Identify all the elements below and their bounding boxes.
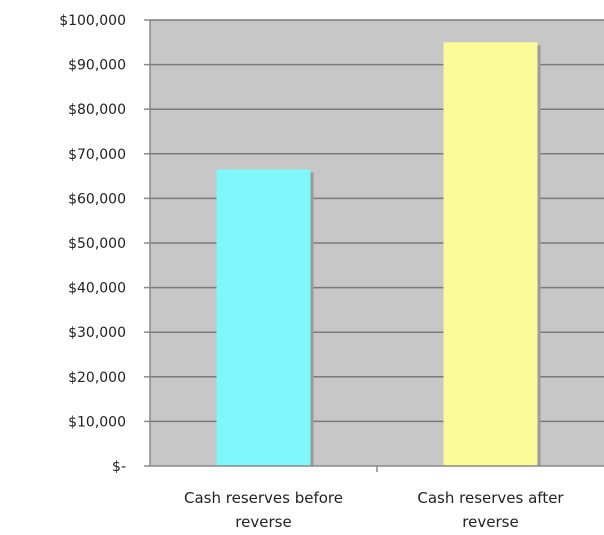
y-tick-label: $70,000 bbox=[68, 147, 126, 163]
y-tick-label: $60,000 bbox=[68, 191, 126, 207]
x-category-label-line: reverse bbox=[235, 513, 291, 531]
bars bbox=[216, 42, 541, 467]
bar-1 bbox=[216, 169, 311, 466]
x-category-label-line: Cash reserves after bbox=[417, 489, 564, 507]
y-tick-label: $10,000 bbox=[68, 414, 126, 430]
x-category-label-line: Cash reserves before bbox=[184, 489, 343, 507]
y-tick-label: $20,000 bbox=[68, 370, 126, 386]
x-category-label-line: reverse bbox=[462, 513, 518, 531]
bar-2 bbox=[443, 42, 538, 467]
y-tick-label: $50,000 bbox=[68, 236, 126, 252]
y-tick-label: $30,000 bbox=[68, 325, 126, 341]
x-category-label: Cash reserves before reverse bbox=[184, 489, 343, 531]
y-tick-label: $90,000 bbox=[68, 58, 126, 74]
y-tick-label: $40,000 bbox=[68, 281, 126, 297]
y-tick-label: $100,000 bbox=[59, 13, 126, 29]
y-tick-label: $80,000 bbox=[68, 102, 126, 118]
x-category-label: Cash reserves after reverse bbox=[417, 489, 564, 531]
y-tick-label: $- bbox=[112, 459, 126, 475]
y-tick-labels: $- $10,000 $20,000 $30,000 $40,000 $50,000 $60… bbox=[59, 13, 150, 475]
